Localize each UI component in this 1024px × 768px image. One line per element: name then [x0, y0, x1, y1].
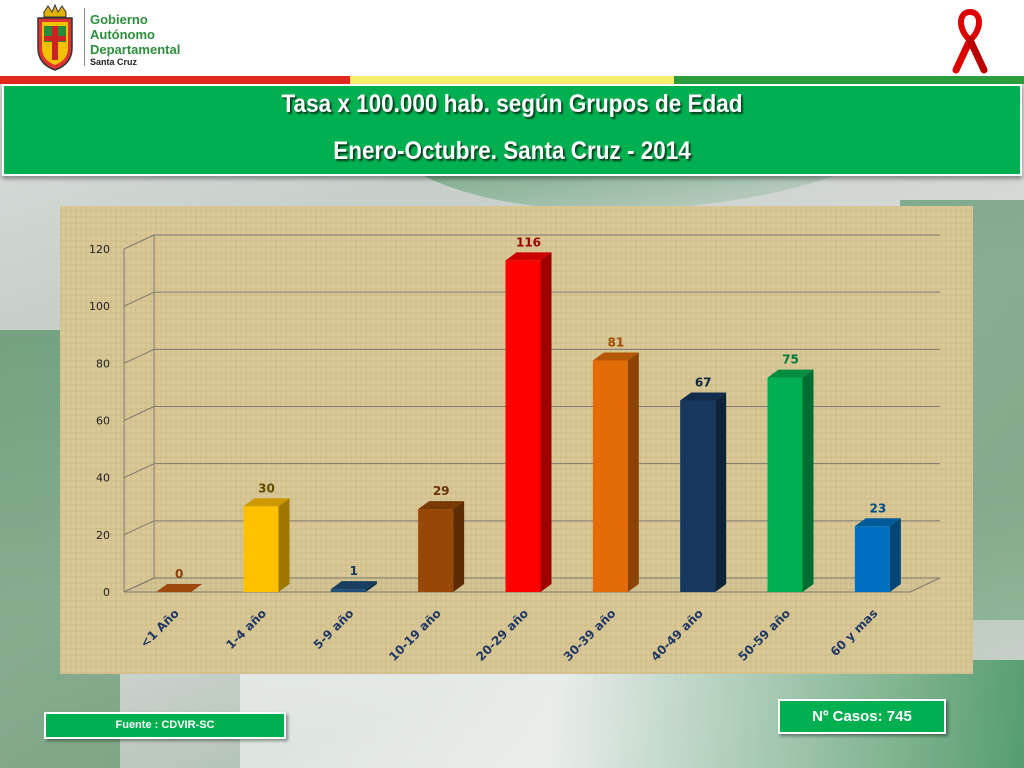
bar-side [889, 518, 901, 592]
data-label: 23 [869, 501, 886, 515]
org-line-4: Santa Cruz [90, 57, 138, 67]
data-label: 0 [175, 567, 183, 581]
x-tick-label: 50-59 año [736, 606, 794, 664]
bar-top [418, 501, 465, 510]
y-tick-label: 0 [103, 586, 110, 599]
header: Gobierno Autónomo Departamental Santa Cr… [0, 0, 1024, 76]
bar-top [505, 252, 552, 261]
bar-top [592, 352, 639, 361]
bar-side [627, 352, 639, 592]
y-tick-label: 20 [96, 529, 110, 542]
data-label: 116 [516, 235, 541, 249]
gridline-side [123, 234, 155, 250]
chart-subtitle: Enero-Octubre. Santa Cruz - 2014 [333, 137, 691, 165]
x-tick-label: 10-19 año [386, 606, 444, 664]
y-tick-label: 120 [89, 243, 110, 256]
bar-front [854, 526, 890, 592]
logo-divider [84, 8, 85, 66]
bar-front [592, 360, 628, 592]
bar-side [453, 501, 465, 592]
bar-side [802, 369, 814, 592]
data-label: 75 [782, 353, 799, 367]
data-label: 81 [607, 335, 624, 349]
bar-front [680, 400, 716, 592]
title-banner: Tasa x 100.000 hab. según Grupos de Edad… [2, 84, 1022, 176]
org-line-2: Autónomo [90, 27, 155, 42]
gridline-side [123, 348, 155, 364]
gridline-side [123, 520, 155, 536]
data-label: 30 [258, 481, 275, 495]
gridline-side [123, 406, 155, 421]
x-tick-label: <1 Año [137, 606, 181, 650]
coat-of-arms-icon [34, 3, 76, 72]
bar-top [330, 581, 377, 590]
flag-color-bar [0, 76, 1024, 84]
x-tick-label: 20-29 año [474, 606, 532, 664]
bar-top [156, 584, 203, 592]
flag-stripe-red [0, 76, 350, 84]
x-tick-label: 60 y mas [828, 606, 881, 659]
bar-top [767, 369, 814, 378]
gridline-side [123, 291, 155, 307]
bar-front [767, 377, 803, 592]
bar-top [854, 518, 901, 527]
bar-top [243, 498, 290, 507]
data-label: 1 [350, 564, 358, 578]
bar-front [243, 506, 279, 592]
org-line-1: Gobierno [90, 12, 148, 27]
y-tick-label: 60 [96, 415, 110, 428]
bar-front [505, 260, 541, 592]
bar-side [365, 581, 377, 592]
bar-side [278, 498, 290, 592]
case-count-badge: Nº Casos: 745 [778, 699, 946, 734]
x-tick-label: 30-39 año [561, 606, 619, 664]
bar-front [418, 509, 454, 592]
x-tick-label: 5-9 año [311, 606, 357, 652]
organization-name: Gobierno Autónomo Departamental Santa Cr… [90, 12, 180, 68]
chart-panel: 0 20 40 60 80 100 120 0 <1 Año 30 1-4 año 1 5-9 año 2… [60, 206, 973, 674]
data-label: 29 [433, 484, 450, 498]
chart-title: Tasa x 100.000 hab. según Grupos de Edad [281, 90, 743, 118]
org-line-3: Departamental [90, 42, 181, 57]
bar-top [680, 392, 727, 401]
y-tick-label: 80 [96, 357, 110, 370]
y-tick-label: 100 [89, 300, 110, 313]
data-label: 67 [695, 375, 712, 389]
bar-side [540, 252, 552, 592]
x-tick-label: 40-49 año [648, 606, 706, 664]
source-note: Fuente : CDVIR-SC [44, 712, 286, 739]
gridline-side [123, 463, 155, 479]
awareness-ribbon-icon [948, 6, 992, 74]
bar-side [715, 392, 727, 592]
gridline-side [123, 577, 155, 593]
bar-front [330, 589, 366, 592]
flag-stripe-green [674, 76, 1024, 84]
x-tick-label: 1-4 año [223, 606, 269, 652]
flag-stripe-yellow [350, 76, 674, 84]
bar-chart: 0 20 40 60 80 100 120 0 <1 Año 30 1-4 año 1 5-9 año 2… [89, 234, 941, 664]
y-tick-label: 40 [96, 472, 110, 485]
